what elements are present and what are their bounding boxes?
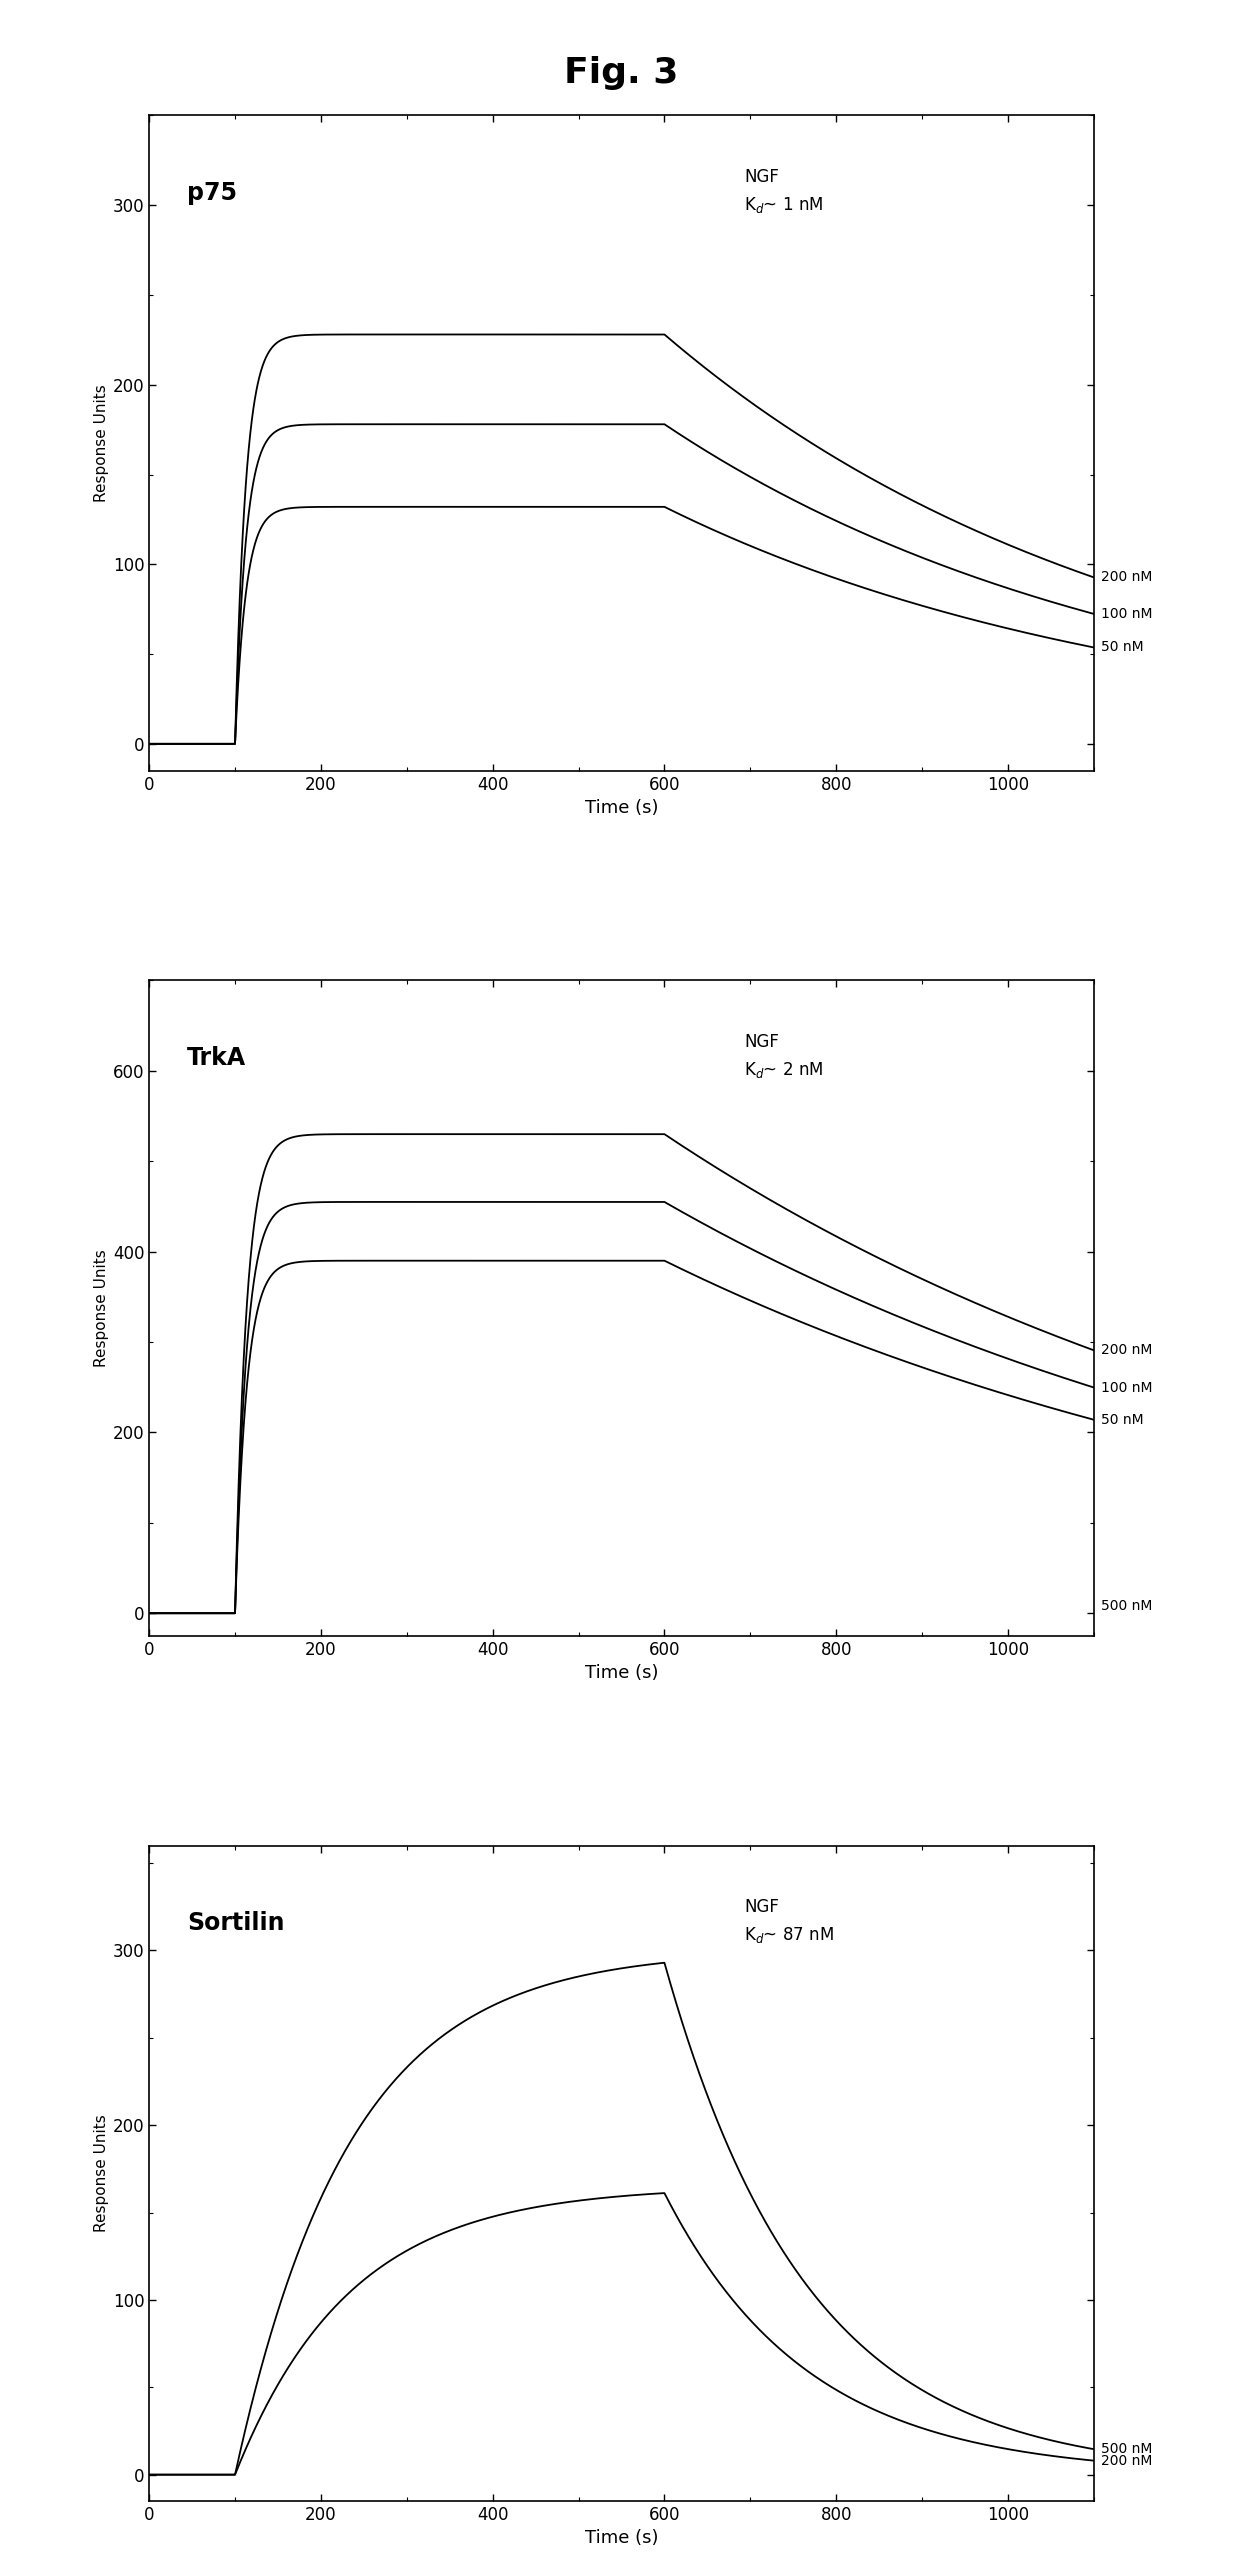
Text: 200 nM: 200 nM xyxy=(1101,569,1152,585)
Text: Fig. 3: Fig. 3 xyxy=(564,56,679,90)
Text: p75: p75 xyxy=(186,182,237,205)
Text: 200 nM: 200 nM xyxy=(1101,2455,1152,2468)
Text: NGF
K$_d$~ 2 nM: NGF K$_d$~ 2 nM xyxy=(745,1034,824,1080)
Text: NGF
K$_d$~ 87 nM: NGF K$_d$~ 87 nM xyxy=(745,1898,834,1944)
Text: 500 nM: 500 nM xyxy=(1101,1598,1152,1613)
X-axis label: Time (s): Time (s) xyxy=(584,1665,659,1683)
Text: Sortilin: Sortilin xyxy=(186,1911,285,1934)
Text: 500 nM: 500 nM xyxy=(1101,2442,1152,2457)
X-axis label: Time (s): Time (s) xyxy=(584,2529,659,2547)
X-axis label: Time (s): Time (s) xyxy=(584,800,659,818)
Y-axis label: Response Units: Response Units xyxy=(93,2114,108,2232)
Text: 200 nM: 200 nM xyxy=(1101,1344,1152,1357)
Text: 100 nM: 100 nM xyxy=(1101,1380,1152,1395)
Text: TrkA: TrkA xyxy=(186,1047,246,1070)
Y-axis label: Response Units: Response Units xyxy=(93,385,108,503)
Text: NGF
K$_d$~ 1 nM: NGF K$_d$~ 1 nM xyxy=(745,167,824,215)
Text: 100 nM: 100 nM xyxy=(1101,608,1152,621)
Y-axis label: Response Units: Response Units xyxy=(93,1249,108,1367)
Text: 50 nM: 50 nM xyxy=(1101,641,1144,654)
Text: 50 nM: 50 nM xyxy=(1101,1413,1144,1426)
